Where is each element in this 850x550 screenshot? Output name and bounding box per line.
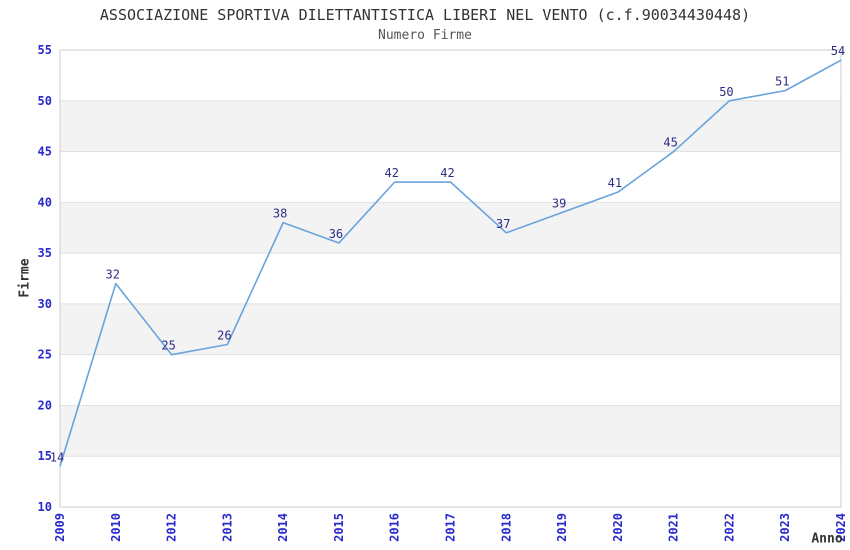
y-tick-label: 55 bbox=[38, 43, 52, 57]
data-label: 39 bbox=[552, 196, 566, 210]
x-tick-label: 2018 bbox=[499, 513, 513, 542]
grid-band bbox=[60, 303, 841, 355]
grid-band bbox=[60, 405, 841, 457]
data-label: 38 bbox=[273, 207, 287, 221]
x-tick-label: 2012 bbox=[165, 513, 179, 542]
data-label: 14 bbox=[50, 450, 64, 464]
data-label: 50 bbox=[719, 85, 733, 99]
data-label: 51 bbox=[775, 75, 789, 89]
y-tick-label: 45 bbox=[38, 145, 52, 159]
x-tick-label: 2015 bbox=[332, 513, 346, 542]
y-tick-label: 25 bbox=[38, 348, 52, 362]
x-tick-label: 2021 bbox=[667, 513, 681, 542]
x-tick-label: 2010 bbox=[109, 513, 123, 542]
grid-band bbox=[60, 100, 841, 152]
y-tick-label: 30 bbox=[38, 297, 52, 311]
data-label: 42 bbox=[440, 166, 454, 180]
y-tick-label: 10 bbox=[38, 500, 52, 514]
x-tick-label: 2024 bbox=[834, 513, 848, 542]
x-tick-label: 2009 bbox=[53, 513, 67, 542]
data-label: 54 bbox=[831, 44, 845, 58]
x-axis-title: Anno bbox=[811, 531, 843, 547]
y-tick-label: 40 bbox=[38, 195, 52, 209]
y-tick-label: 35 bbox=[38, 246, 52, 260]
data-label: 32 bbox=[106, 268, 120, 282]
grid-band bbox=[60, 202, 841, 254]
y-tick-label: 50 bbox=[38, 94, 52, 108]
plot-border bbox=[59, 49, 842, 508]
x-tick-label: 2020 bbox=[611, 513, 625, 542]
x-tick-label: 2023 bbox=[778, 513, 792, 542]
data-label: 25 bbox=[161, 339, 175, 353]
chart-subtitle: Numero Firme bbox=[378, 28, 472, 43]
data-label: 36 bbox=[329, 227, 343, 241]
x-tick-label: 2019 bbox=[555, 513, 569, 542]
data-label: 37 bbox=[496, 217, 510, 231]
data-label: 42 bbox=[384, 166, 398, 180]
x-tick-label: 2013 bbox=[220, 513, 234, 542]
data-label: 41 bbox=[608, 176, 622, 190]
data-label: 45 bbox=[663, 136, 677, 150]
x-tick-label: 2014 bbox=[276, 513, 290, 542]
chart-title: ASSOCIAZIONE SPORTIVA DILETTANTISTICA LI… bbox=[99, 6, 751, 24]
y-tick-label: 15 bbox=[38, 449, 52, 463]
x-tick-label: 2017 bbox=[444, 513, 458, 542]
data-label: 26 bbox=[217, 329, 231, 343]
series-line bbox=[59, 59, 842, 467]
x-tick-label: 2022 bbox=[722, 513, 736, 542]
x-tick-label: 2016 bbox=[388, 513, 402, 542]
y-tick-label: 20 bbox=[38, 398, 52, 412]
